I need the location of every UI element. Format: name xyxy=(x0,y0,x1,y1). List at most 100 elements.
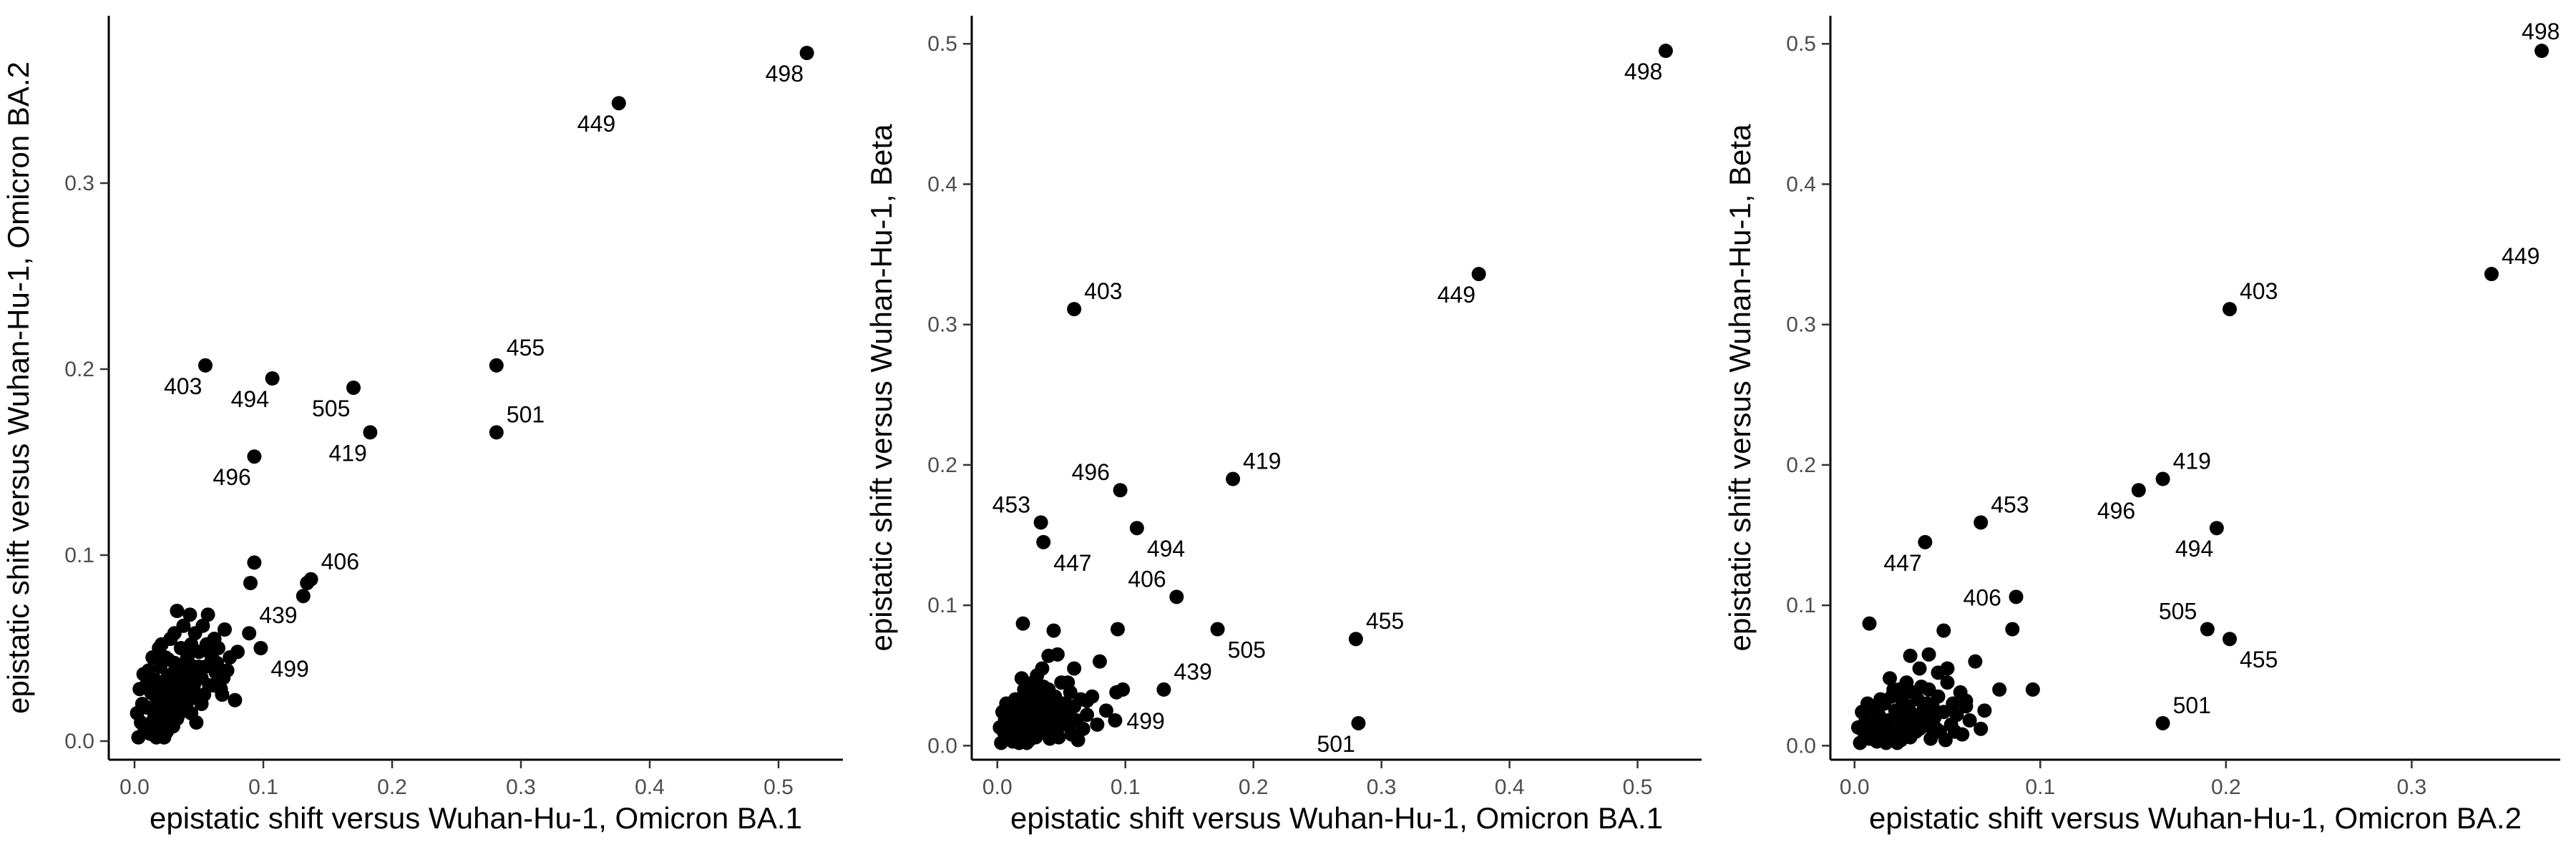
data-point xyxy=(1111,622,1125,637)
data-point xyxy=(1912,661,1927,676)
y-tick-label: 0.1 xyxy=(1786,594,1816,617)
data-point xyxy=(1070,733,1085,748)
point-label-447: 447 xyxy=(1053,550,1091,576)
x-axis-title: epistatic shift versus Wuhan-Hu-1, Omicr… xyxy=(1869,801,2522,835)
x-tick-label: 0.3 xyxy=(1367,775,1397,799)
data-point-447 xyxy=(1918,534,1933,549)
point-label-439: 439 xyxy=(259,602,297,628)
data-point xyxy=(1877,715,1892,730)
data-point xyxy=(1936,705,1951,720)
data-point xyxy=(1023,687,1038,702)
x-tick-label: 0.0 xyxy=(119,775,150,799)
x-tick-label: 0.2 xyxy=(1239,775,1269,799)
data-point xyxy=(1940,675,1955,690)
data-point xyxy=(1014,671,1029,686)
data-point xyxy=(296,589,311,604)
data-point xyxy=(1923,731,1938,746)
data-point-403 xyxy=(198,358,213,373)
point-label-455: 455 xyxy=(2240,647,2278,672)
x-tick-label: 0.3 xyxy=(2397,775,2427,799)
y-tick-label: 0.3 xyxy=(64,172,94,195)
y-tick-label: 0.4 xyxy=(1786,172,1816,196)
data-point xyxy=(218,622,232,637)
data-point-494 xyxy=(265,371,280,386)
data-point-498 xyxy=(1658,44,1673,59)
data-point-455 xyxy=(1348,632,1363,647)
y-tick-label: 0.3 xyxy=(927,313,957,337)
data-point xyxy=(1947,724,1962,739)
data-point xyxy=(1043,731,1058,746)
data-point xyxy=(1030,668,1045,683)
data-point xyxy=(170,604,185,618)
data-point xyxy=(1050,647,1065,662)
data-point xyxy=(136,667,151,682)
data-point xyxy=(175,674,190,689)
data-point xyxy=(1075,721,1091,736)
data-point xyxy=(165,667,180,682)
data-point xyxy=(170,711,185,726)
data-point xyxy=(1080,707,1095,723)
point-label-496: 496 xyxy=(213,464,250,490)
point-label-455: 455 xyxy=(507,335,545,361)
data-point xyxy=(1048,703,1063,718)
data-point-505 xyxy=(2200,622,2215,637)
point-label-501: 501 xyxy=(2173,692,2211,718)
x-axis-title: epistatic shift versus Wuhan-Hu-1, Omicr… xyxy=(1010,801,1663,835)
point-label-505: 505 xyxy=(312,396,350,421)
point-label-498: 498 xyxy=(1624,59,1662,84)
chart-panel-2: 0.0 0.1 0.2 0.3 0.4 0.50.00.10.20.30.40.5epis… xyxy=(864,16,1702,835)
data-point-449 xyxy=(2484,267,2499,282)
data-point xyxy=(181,692,196,707)
x-axis-title: epistatic shift versus Wuhan-Hu-1, Omicr… xyxy=(150,801,802,835)
data-point xyxy=(1054,675,1069,690)
point-label-499: 499 xyxy=(270,656,308,682)
data-point-505 xyxy=(1210,622,1225,637)
data-point xyxy=(1931,665,1946,680)
y-tick-label: 0.2 xyxy=(927,454,957,477)
x-tick-label: 0.3 xyxy=(506,775,536,799)
data-point xyxy=(1958,699,1974,714)
data-point-498 xyxy=(2534,44,2550,59)
data-point-439 xyxy=(1156,682,1171,697)
data-point xyxy=(160,652,175,667)
data-point xyxy=(2025,682,2040,697)
data-point xyxy=(1090,717,1105,732)
point-label-449: 449 xyxy=(1438,282,1475,308)
data-point-447 xyxy=(1036,534,1051,549)
data-point xyxy=(1046,623,1061,638)
data-point xyxy=(1921,647,1936,662)
data-point-406 xyxy=(2009,589,2024,604)
data-point-419 xyxy=(2155,471,2170,486)
data-point xyxy=(1946,696,1961,711)
data-point-494 xyxy=(1129,521,1144,536)
y-tick-label: 0.2 xyxy=(64,358,94,381)
data-point xyxy=(2005,622,2020,637)
point-label-501: 501 xyxy=(507,401,545,427)
data-point-449 xyxy=(1471,267,1486,282)
data-point xyxy=(1098,703,1113,718)
data-point-419 xyxy=(363,425,378,440)
point-label-419: 419 xyxy=(1243,449,1281,474)
point-label-494: 494 xyxy=(231,386,269,412)
data-point-501 xyxy=(2155,715,2170,730)
data-point xyxy=(147,700,162,715)
x-tick-label: 0.4 xyxy=(1495,775,1525,799)
data-point xyxy=(153,678,167,692)
data-point xyxy=(1962,713,1977,728)
data-point xyxy=(1949,707,1964,723)
data-point xyxy=(1896,687,1911,702)
data-point xyxy=(1977,703,1992,718)
x-tick-label: 0.2 xyxy=(2211,775,2241,799)
point-label-419: 419 xyxy=(2173,449,2211,474)
y-axis-title: epistatic shift versus Wuhan-Hu-1, Omicr… xyxy=(1,62,35,714)
data-point xyxy=(130,706,145,720)
y-tick-label: 0.1 xyxy=(927,594,957,617)
y-axis-title: epistatic shift versus Wuhan-Hu-1, Beta xyxy=(864,124,898,652)
data-point xyxy=(1938,733,1953,748)
data-point xyxy=(158,700,173,715)
data-point xyxy=(182,607,197,622)
data-point xyxy=(1968,654,1983,669)
y-axis-title: epistatic shift versus Wuhan-Hu-1, Beta xyxy=(1723,124,1757,652)
x-tick-label: 0.5 xyxy=(1623,775,1653,799)
x-tick-label: 0.1 xyxy=(2025,775,2055,799)
